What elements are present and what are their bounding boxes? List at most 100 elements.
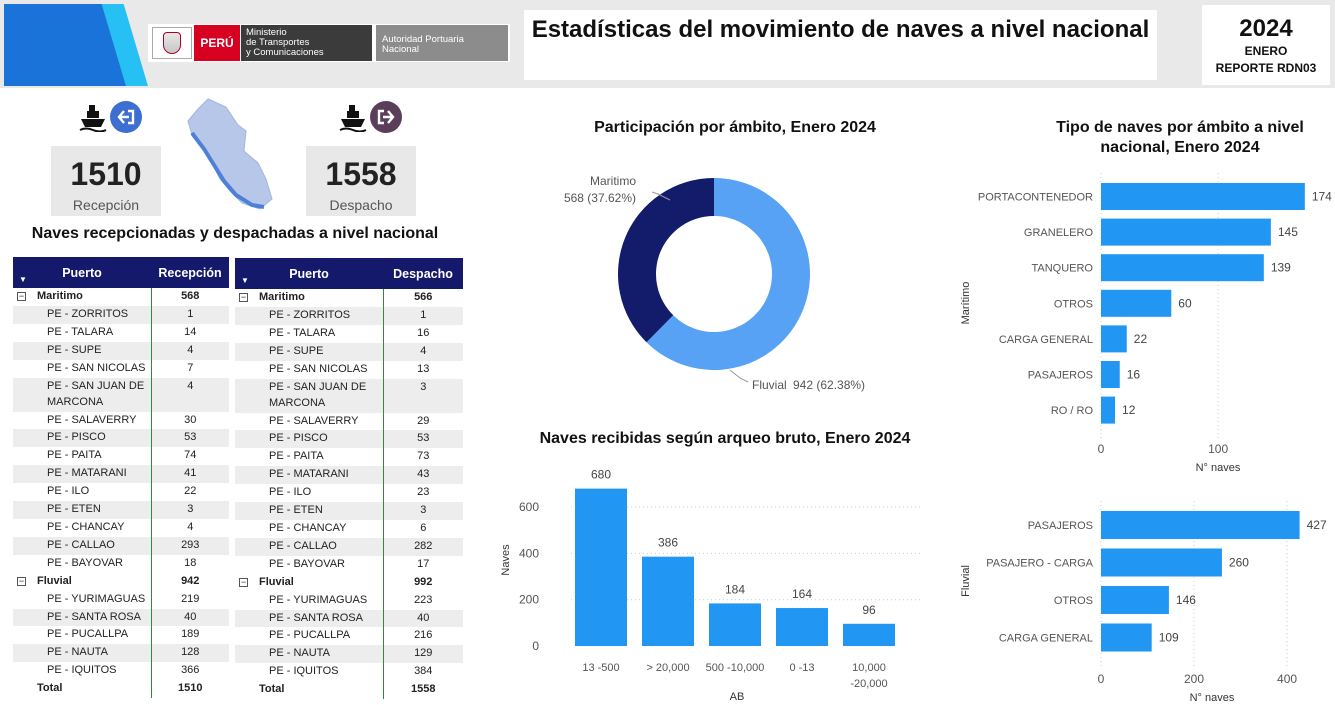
table-row[interactable]: PE - PAITA 74	[13, 447, 229, 466]
table-row[interactable]: PE - TALARA 14	[13, 323, 229, 342]
table-row[interactable]: PE - SALAVERRY 29	[235, 412, 463, 431]
column-header-dispatch[interactable]: Despacho	[383, 258, 463, 289]
table-row[interactable]: PE - SUPE 4	[13, 341, 229, 360]
peru-map-icon	[187, 98, 273, 210]
collapse-icon[interactable]: −	[17, 575, 26, 586]
table-row[interactable]: PE - SALAVERRY 30	[13, 411, 229, 430]
group-label[interactable]: − Fluvial	[17, 574, 72, 587]
data-label: 145	[1278, 225, 1298, 239]
kpi-dispatch-card: 1558 Despacho	[306, 146, 416, 216]
collapse-icon[interactable]: −	[17, 291, 26, 301]
column-header-puerto[interactable]: ▼ Puerto	[13, 257, 151, 288]
table-row[interactable]: PE - PISCO 53	[235, 430, 463, 449]
table-row[interactable]: PE - CHANCAY 6	[235, 519, 463, 538]
column-header-reception[interactable]: Recepción	[151, 257, 229, 288]
x-axis-label: N° naves	[1196, 462, 1241, 474]
table-row[interactable]: PE - ZORRITOS 1	[13, 305, 229, 324]
logo-authority-line: Nacional	[382, 44, 419, 55]
table-row[interactable]: PE - SANTA ROSA 40	[235, 609, 463, 628]
table-row[interactable]: PE - MATARANI 41	[13, 465, 229, 484]
port-value: 30	[150, 411, 229, 430]
group-row[interactable]: − Fluvial 992	[235, 573, 463, 592]
table-row[interactable]: PE - ILO 23	[235, 484, 463, 503]
port-value: 3	[150, 501, 229, 519]
group-row[interactable]: − Maritimo 568	[13, 288, 229, 306]
ship-icon	[79, 105, 107, 132]
table-row[interactable]: PE - SAN NICOLAS 13	[235, 360, 463, 379]
table-row[interactable]: PE - SANTA ROSA 40	[13, 608, 229, 627]
bar-5	[1101, 361, 1120, 388]
table-row[interactable]: PE - SAN NICOLAS 7	[13, 359, 229, 378]
table-row[interactable]: PE - CALLAO 282	[235, 537, 463, 556]
x-axis-label: N° naves	[1190, 692, 1235, 704]
group-label[interactable]: − Maritimo	[239, 291, 305, 303]
table-row[interactable]: PE - ETEN 3	[235, 502, 463, 520]
column-header-puerto[interactable]: ▼ Puerto	[235, 258, 383, 289]
x-tick-label: 10,000	[852, 662, 886, 674]
table-row[interactable]: PE - NAUTA 129	[235, 645, 463, 664]
category-label: PASAJEROS	[1028, 370, 1093, 382]
collapse-icon[interactable]: −	[239, 292, 248, 302]
report-code: REPORTE RDN03	[1215, 61, 1317, 75]
port-name: PE - SAN NICOLAS	[269, 362, 368, 375]
table-row[interactable]: PE - PISCO 53	[13, 429, 229, 448]
table-row[interactable]: PE - SAN JUAN DE MARCONA 3	[235, 378, 463, 413]
collapse-icon[interactable]: −	[239, 576, 248, 587]
bar-2	[709, 603, 761, 646]
table-row[interactable]: PE - ILO 22	[13, 483, 229, 502]
group-row[interactable]: − Fluvial 942	[13, 572, 229, 591]
table-row[interactable]: PE - ETEN 3	[13, 501, 229, 519]
table-row[interactable]: PE - SAN JUAN DE MARCONA 4	[13, 377, 229, 412]
table-row[interactable]: PE - PUCALLPA 216	[235, 627, 463, 646]
table-row[interactable]: PE - BAYOVAR 18	[13, 554, 229, 573]
data-label: 164	[792, 587, 812, 601]
group-label[interactable]: − Maritimo	[17, 290, 83, 302]
port-value: 40	[382, 609, 463, 628]
table-row[interactable]: PE - PAITA 73	[235, 448, 463, 467]
group-total: 568	[150, 288, 229, 306]
table-row[interactable]: PE - MATARANI 43	[235, 466, 463, 485]
port-value: 4	[150, 377, 229, 412]
logo-ministry-line: y Comunicaciones	[246, 47, 324, 58]
reception-icons	[78, 100, 142, 134]
table-row[interactable]: PE - YURIMAGUAS 219	[13, 590, 229, 609]
table-row[interactable]: PE - PUCALLPA 189	[13, 626, 229, 645]
table-row[interactable]: PE - YURIMAGUAS 223	[235, 591, 463, 610]
x-tick-label: 13 -500	[582, 662, 619, 674]
port-value: 16	[382, 324, 463, 343]
port-name: PE - MATARANI	[235, 466, 383, 485]
group-row[interactable]: − Maritimo 566	[235, 289, 463, 307]
bar-0	[1101, 183, 1305, 210]
group-label[interactable]: − Fluvial	[239, 575, 294, 588]
y-tick-label: 400	[519, 546, 539, 560]
table-row[interactable]: PE - CHANCAY 4	[13, 518, 229, 537]
kpi-dispatch-value: 1558	[325, 156, 397, 192]
port-value: 129	[382, 645, 463, 664]
total-label: Total	[37, 682, 63, 695]
tonnage-chart-title: Naves recibidas según arqueo bruto, Ener…	[539, 430, 911, 447]
data-label: 174	[1312, 190, 1332, 204]
table-row[interactable]: PE - IQUITOS 366	[13, 662, 229, 681]
logo-ministry-line: Ministerio	[246, 27, 287, 38]
x-tick-label: > 20,000	[646, 662, 689, 674]
table-row[interactable]: PE - TALARA 16	[235, 324, 463, 343]
data-label: 22	[1134, 332, 1148, 346]
port-value: 1	[150, 305, 229, 324]
table-row[interactable]: PE - CALLAO 293	[13, 536, 229, 555]
port-name: PE - NAUTA	[235, 645, 383, 664]
table-row[interactable]: PE - ZORRITOS 1	[235, 306, 463, 325]
table-row[interactable]: PE - SUPE 4	[235, 342, 463, 361]
port-name: PE - ETEN	[13, 501, 151, 519]
table-row[interactable]: PE - NAUTA 128	[13, 644, 229, 663]
table-row[interactable]: PE - IQUITOS 384	[235, 663, 463, 682]
group-axis-label: Fluvial	[960, 565, 972, 597]
donut-leader-line	[651, 191, 671, 201]
logo-peru: PERÚ	[194, 25, 240, 61]
table-row[interactable]: PE - BAYOVAR 17	[235, 555, 463, 574]
port-value: 14	[150, 323, 229, 342]
data-label: 260	[1229, 556, 1249, 570]
port-name: PE - PISCO	[235, 430, 383, 449]
port-value: 128	[150, 644, 229, 663]
port-name: PE - ILO	[47, 485, 90, 498]
x-tick-label: 400	[1277, 672, 1297, 686]
